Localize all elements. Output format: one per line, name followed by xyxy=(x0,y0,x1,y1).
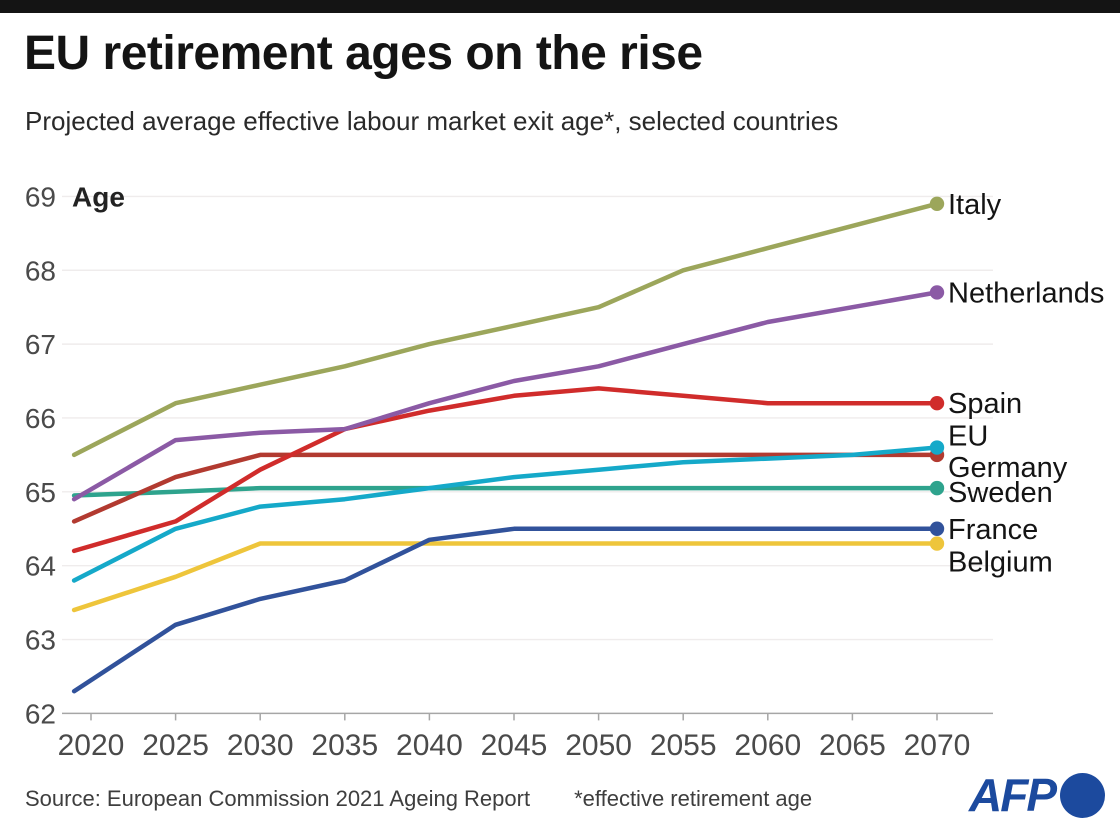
series-line-eu xyxy=(71,445,940,583)
series-label-spain: Spain xyxy=(948,388,1022,420)
endpoint-dot-sweden xyxy=(929,480,945,496)
source-text: Source: European Commission 2021 Ageing … xyxy=(25,786,531,811)
top-accent-bar xyxy=(0,0,1120,13)
y-tick-label-62: 62 xyxy=(25,698,56,729)
series-label-italy: Italy xyxy=(948,189,1002,221)
endpoint-dot-eu xyxy=(929,440,945,455)
y-tick-label-67: 67 xyxy=(25,329,56,360)
x-tick-label-2040: 2040 xyxy=(396,729,463,762)
series-label-eu: EU xyxy=(948,421,988,453)
x-tick-label-2035: 2035 xyxy=(311,729,378,762)
afp-globe-icon xyxy=(1060,772,1105,818)
x-tick-label-2045: 2045 xyxy=(481,729,548,762)
series-label-germany: Germany xyxy=(948,452,1068,484)
y-tick-label-68: 68 xyxy=(25,255,56,286)
footnote-text: *effective retirement age xyxy=(574,786,813,811)
y-tick-label-63: 63 xyxy=(25,625,56,656)
x-tick-label-2070: 2070 xyxy=(904,729,971,762)
series-line-germany xyxy=(71,452,940,524)
endpoint-dot-spain xyxy=(929,396,945,411)
series-line-spain xyxy=(71,386,940,554)
series-line-netherlands xyxy=(71,290,940,502)
series-label-sweden: Sweden xyxy=(948,477,1053,509)
x-tick-label-2050: 2050 xyxy=(565,729,632,762)
series-label-netherlands: Netherlands xyxy=(948,277,1104,309)
series-label-belgium: Belgium xyxy=(948,547,1053,579)
footer-row: Source: European Commission 2021 Ageing … xyxy=(25,786,812,812)
series-line-belgium xyxy=(71,541,940,613)
y-axis-unit-label: Age xyxy=(72,181,125,212)
afp-logo-text: AFP xyxy=(969,769,1057,821)
x-tick-label-2030: 2030 xyxy=(227,729,294,762)
page-title: EU retirement ages on the rise xyxy=(24,27,703,80)
y-tick-label-65: 65 xyxy=(25,477,56,508)
afp-logo: AFP xyxy=(969,768,1105,822)
series-line-italy xyxy=(71,201,940,458)
x-tick-label-2065: 2065 xyxy=(819,729,886,762)
x-tick-label-2025: 2025 xyxy=(142,729,209,762)
x-tick-label-2060: 2060 xyxy=(734,729,801,762)
y-tick-label-64: 64 xyxy=(25,551,56,582)
series-label-france: France xyxy=(948,514,1038,546)
y-tick-label-66: 66 xyxy=(25,403,56,434)
endpoint-dot-italy xyxy=(929,196,945,211)
series-line-france xyxy=(71,526,940,694)
endpoint-dot-netherlands xyxy=(929,285,945,300)
y-tick-label-69: 69 xyxy=(25,181,56,212)
endpoint-dot-belgium xyxy=(929,536,945,551)
page-subtitle: Projected average effective labour marke… xyxy=(25,106,839,136)
x-tick-label-2020: 2020 xyxy=(58,729,125,762)
x-tick-label-2055: 2055 xyxy=(650,729,717,762)
endpoint-dot-france xyxy=(929,521,945,536)
